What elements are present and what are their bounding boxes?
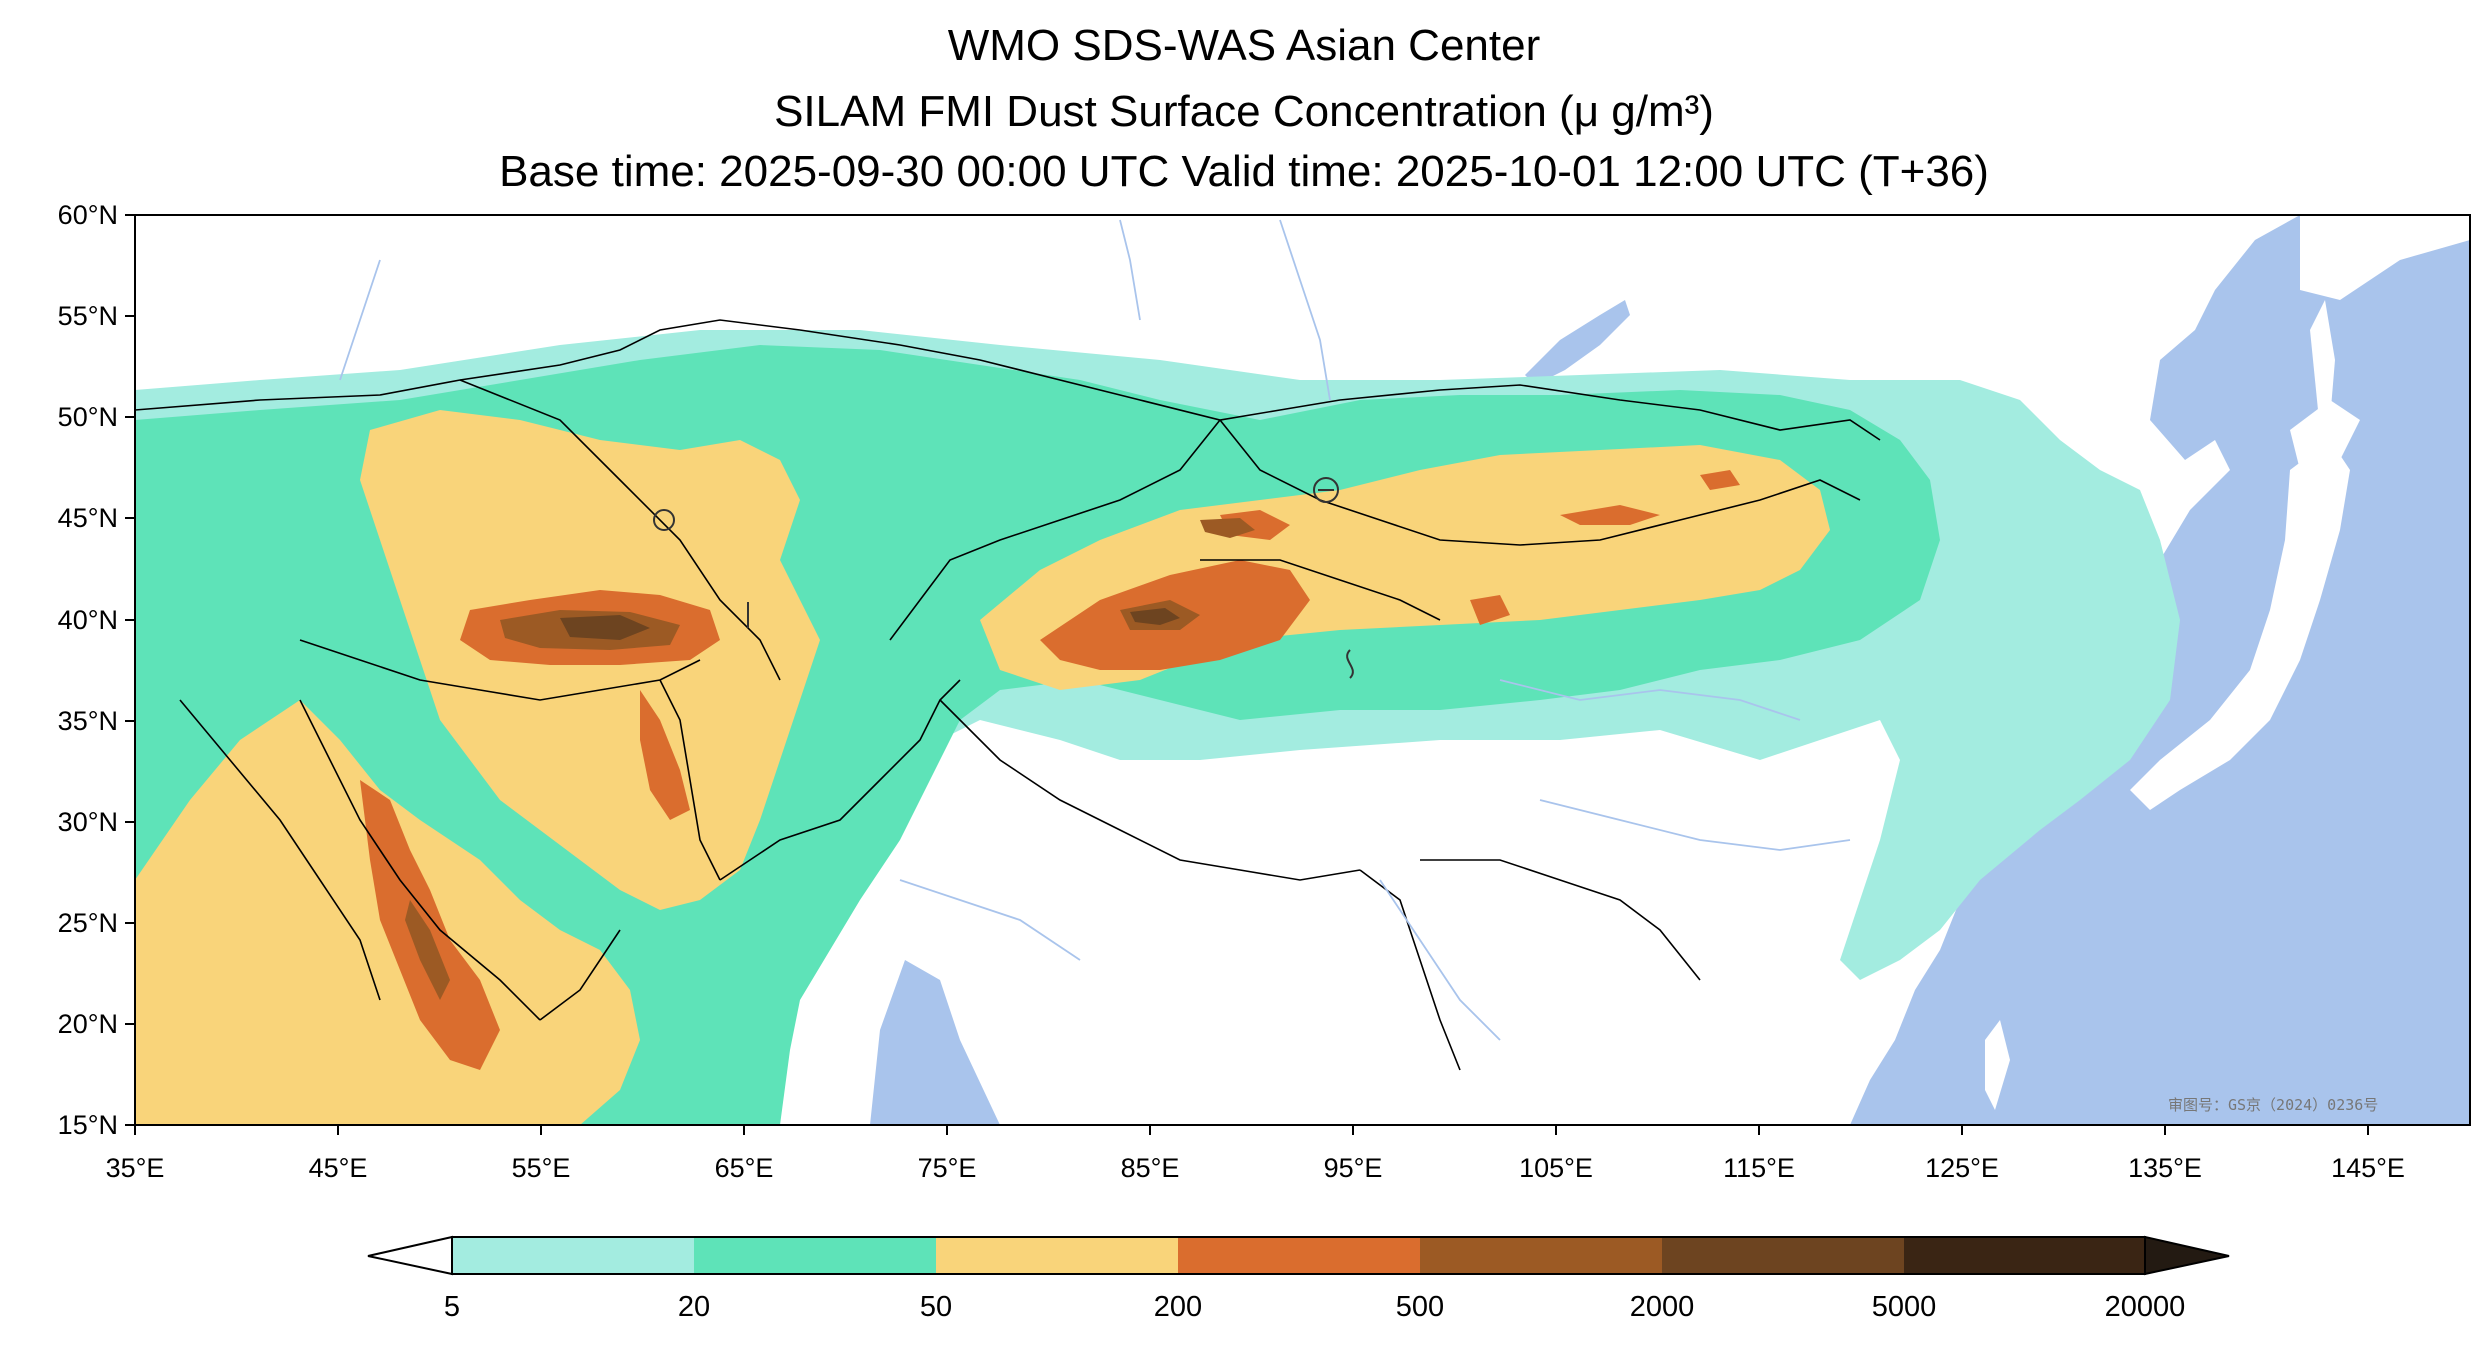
colorbar-frame	[451, 1236, 2146, 1275]
lat-tick-label: 30°N	[58, 807, 118, 837]
lon-tick-label: 45°E	[309, 1153, 368, 1183]
map-frame	[134, 214, 2471, 1126]
lat-tick-label: 40°N	[58, 605, 118, 635]
colorbar-tick-label: 5	[444, 1291, 460, 1323]
lon-tick-label: 85°E	[1121, 1153, 1180, 1183]
map-subtitle-times: Base time: 2025-09-30 00:00 UTC Valid ti…	[499, 147, 1989, 196]
colorbar-bin-50-200	[936, 1237, 1178, 1274]
dust-level-200-500	[360, 470, 1740, 1070]
lake-baikal	[1525, 300, 1630, 385]
hainan-island	[1630, 1020, 1670, 1055]
dust-level-50-200	[135, 410, 1830, 1125]
country-borders	[135, 319, 1881, 1071]
lon-tick-label: 145°E	[2331, 1153, 2405, 1183]
sakhalin-island	[2310, 300, 2335, 420]
hokkaido-island	[2290, 400, 2360, 470]
lon-tick-label: 65°E	[715, 1153, 774, 1183]
lon-tick-label: 35°E	[106, 1153, 165, 1183]
colorbar-bin-200-500	[1178, 1237, 1420, 1274]
lat-tick-label: 50°N	[58, 402, 118, 432]
lat-tick-label: 15°N	[58, 1110, 118, 1140]
lon-tick-label: 105°E	[1519, 1153, 1593, 1183]
dust-concentration-layer	[135, 330, 2180, 1125]
colorbar-bin-2000-5000	[1662, 1237, 1904, 1274]
lat-tick-label: 55°N	[58, 301, 118, 331]
kamchatka-land	[2300, 215, 2470, 300]
lat-tick-label: 25°N	[58, 908, 118, 938]
colorbar-tick-label: 5000	[1872, 1291, 1937, 1323]
dust-level-2000-5000	[560, 608, 1180, 640]
colorbar-tick-label: 20	[678, 1291, 710, 1323]
map-subtitle-product: SILAM FMI Dust Surface Concentration (μ …	[774, 87, 1714, 136]
latitude-axis: 60°N 55°N 50°N 45°N 40°N 35°N 30°N 25°N …	[58, 200, 135, 1140]
colorbar-bin-5-20	[452, 1237, 694, 1274]
colorbar-bin-5000-20000	[1904, 1237, 2145, 1274]
lat-tick-label: 60°N	[58, 200, 118, 230]
map-title: WMO SDS-WAS Asian Center	[947, 21, 1541, 70]
colorbar-bin-500-2000	[1420, 1237, 1662, 1274]
map-symbols	[653, 477, 1354, 679]
lon-tick-label: 75°E	[918, 1153, 977, 1183]
lat-tick-label: 20°N	[58, 1009, 118, 1039]
rivers	[339, 219, 1851, 1041]
colorbar-bin-20-50	[694, 1237, 936, 1274]
colorbar-tick-label: 200	[1154, 1291, 1202, 1323]
philippines-islands	[1985, 1020, 2010, 1110]
map-plot-area: 审图号：GS京（2024）0236号	[135, 215, 2470, 1125]
lon-tick-label: 55°E	[512, 1153, 571, 1183]
map-approval-watermark: 审图号：GS京（2024）0236号	[2168, 1096, 2378, 1114]
colorbar-over-arrow	[2144, 1235, 2230, 1276]
colorbar-tick-label: 500	[1396, 1291, 1444, 1323]
japan-islands	[2130, 440, 2350, 810]
lat-tick-label: 45°N	[58, 503, 118, 533]
colorbar: 5 20 50 200 500 2000 5000 20000	[367, 1235, 2230, 1323]
lat-tick-label: 35°N	[58, 706, 118, 736]
lon-tick-label: 115°E	[1723, 1153, 1795, 1183]
colorbar-under-arrow	[367, 1235, 453, 1276]
longitude-axis: 35°E 45°E 55°E 65°E 75°E 85°E 95°E 105°E…	[106, 1125, 2405, 1183]
colorbar-tick-label: 50	[920, 1291, 952, 1323]
lon-tick-label: 135°E	[2128, 1153, 2202, 1183]
lon-tick-label: 95°E	[1324, 1153, 1383, 1183]
lon-tick-label: 125°E	[1925, 1153, 1999, 1183]
colorbar-tick-label: 20000	[2105, 1291, 2186, 1323]
colorbar-tick-label: 2000	[1630, 1291, 1695, 1323]
